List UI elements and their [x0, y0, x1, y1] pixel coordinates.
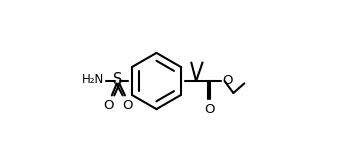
Text: O: O [204, 103, 215, 116]
Text: S: S [113, 72, 122, 87]
Text: O: O [222, 74, 233, 87]
Text: O: O [103, 99, 114, 112]
Text: H₂N: H₂N [82, 73, 104, 86]
Text: O: O [122, 99, 133, 112]
